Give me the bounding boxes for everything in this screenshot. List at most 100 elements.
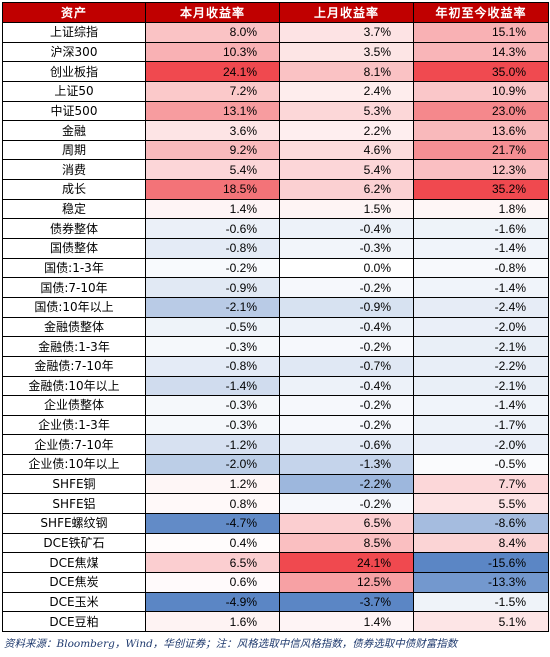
last-month-return-cell: 1.4% <box>279 611 414 632</box>
ytd-return-cell: 35.0% <box>413 61 549 82</box>
asset-name-cell: 上证综指 <box>2 22 146 43</box>
header-ytd: 年初至今收益率 <box>413 2 549 23</box>
asset-name-cell: 稳定 <box>2 198 146 220</box>
asset-name-cell: 上证50 <box>2 80 146 102</box>
ytd-return-cell: 5.5% <box>413 493 549 515</box>
last-month-return-cell: -1.3% <box>279 454 414 475</box>
ytd-return-cell: -1.4% <box>413 395 549 416</box>
asset-name-cell: 企业债整体 <box>2 395 146 416</box>
header-asset: 资产 <box>2 2 146 23</box>
ytd-return-cell: 35.2% <box>413 179 549 200</box>
last-month-return-cell: 6.5% <box>279 513 414 534</box>
last-month-return-cell: -0.2% <box>279 277 414 298</box>
table-row: DCE焦煤 6.5% 24.1% -15.6% <box>2 552 549 573</box>
table-row: 创业板指 24.1% 8.1% 35.0% <box>2 61 549 82</box>
this-month-return-cell: -0.9% <box>145 277 280 298</box>
source-footnote: 资料来源：Bloomberg，Wind，华创证券；注：风格选取中信风格指数，债券… <box>4 638 458 650</box>
ytd-return-cell: 23.0% <box>413 100 549 122</box>
table-row: 企业债:1-3年 -0.3% -0.2% -1.7% <box>2 414 549 436</box>
table-header-row: 资产 本月收益率 上月收益率 年初至今收益率 <box>2 2 549 23</box>
last-month-return-cell: 4.6% <box>279 139 414 161</box>
table-row: 金融 3.6% 2.2% 13.6% <box>2 120 549 141</box>
this-month-return-cell: -0.6% <box>145 218 280 240</box>
this-month-return-cell: 8.0% <box>145 22 280 43</box>
this-month-return-cell: 7.2% <box>145 80 280 102</box>
asset-returns-table: 资产 本月收益率 上月收益率 年初至今收益率 上证综指 8.0% 3.7% 15.1%… <box>2 2 549 632</box>
asset-name-cell: DCE焦炭 <box>2 571 146 593</box>
ytd-return-cell: 14.3% <box>413 41 549 63</box>
table-row: 沪深300 10.3% 3.5% 14.3% <box>2 41 549 63</box>
ytd-return-cell: 8.4% <box>413 532 549 554</box>
last-month-return-cell: -0.4% <box>279 316 414 338</box>
asset-name-cell: DCE铁矿石 <box>2 532 146 554</box>
asset-name-cell: 国债:1-3年 <box>2 257 146 279</box>
asset-name-cell: 国债:7-10年 <box>2 277 146 298</box>
last-month-return-cell: -0.6% <box>279 434 414 456</box>
ytd-return-cell: -15.6% <box>413 552 549 573</box>
ytd-return-cell: -2.1% <box>413 375 549 397</box>
ytd-return-cell: -0.8% <box>413 257 549 279</box>
ytd-return-cell: 12.3% <box>413 159 549 181</box>
this-month-return-cell: -1.4% <box>145 375 280 397</box>
this-month-return-cell: -0.2% <box>145 257 280 279</box>
this-month-return-cell: -0.3% <box>145 336 280 357</box>
asset-name-cell: 金融债整体 <box>2 316 146 338</box>
last-month-return-cell: -0.2% <box>279 414 414 436</box>
last-month-return-cell: -0.2% <box>279 395 414 416</box>
ytd-return-cell: -1.4% <box>413 238 549 259</box>
ytd-return-cell: 1.8% <box>413 198 549 220</box>
table-row: 中证500 13.1% 5.3% 23.0% <box>2 100 549 122</box>
table-row: 稳定 1.4% 1.5% 1.8% <box>2 198 549 220</box>
table-row: SHFE铜 1.2% -2.2% 7.7% <box>2 473 549 495</box>
ytd-return-cell: -2.2% <box>413 355 549 377</box>
table-row: DCE豆粕 1.6% 1.4% 5.1% <box>2 611 549 632</box>
ytd-return-cell: -2.0% <box>413 316 549 338</box>
this-month-return-cell: -4.7% <box>145 513 280 534</box>
this-month-return-cell: -0.3% <box>145 395 280 416</box>
ytd-return-cell: -1.4% <box>413 277 549 298</box>
last-month-return-cell: 6.2% <box>279 179 414 200</box>
table-row: 国债:1-3年 -0.2% 0.0% -0.8% <box>2 257 549 279</box>
table-row: 周期 9.2% 4.6% 21.7% <box>2 139 549 161</box>
asset-name-cell: 企业债:7-10年 <box>2 434 146 456</box>
this-month-return-cell: -2.0% <box>145 454 280 475</box>
ytd-return-cell: -0.5% <box>413 454 549 475</box>
this-month-return-cell: 3.6% <box>145 120 280 141</box>
this-month-return-cell: 10.3% <box>145 41 280 63</box>
ytd-return-cell: -1.6% <box>413 218 549 240</box>
this-month-return-cell: -0.8% <box>145 355 280 377</box>
last-month-return-cell: 3.7% <box>279 22 414 43</box>
this-month-return-cell: -1.2% <box>145 434 280 456</box>
asset-name-cell: SHFE铝 <box>2 493 146 515</box>
asset-name-cell: 金融债:1-3年 <box>2 336 146 357</box>
last-month-return-cell: -0.2% <box>279 336 414 357</box>
asset-name-cell: 创业板指 <box>2 61 146 82</box>
asset-name-cell: DCE豆粕 <box>2 611 146 632</box>
table-row: 国债整体 -0.8% -0.3% -1.4% <box>2 238 549 259</box>
this-month-return-cell: -2.1% <box>145 296 280 318</box>
table-row: DCE玉米 -4.9% -3.7% -1.5% <box>2 591 549 613</box>
table-row: 金融债:10年以上 -1.4% -0.4% -2.1% <box>2 375 549 397</box>
last-month-return-cell: 8.1% <box>279 61 414 82</box>
asset-name-cell: 国债:10年以上 <box>2 296 146 318</box>
asset-name-cell: DCE焦煤 <box>2 552 146 573</box>
asset-name-cell: 国债整体 <box>2 238 146 259</box>
ytd-return-cell: 15.1% <box>413 22 549 43</box>
last-month-return-cell: 5.3% <box>279 100 414 122</box>
last-month-return-cell: 2.2% <box>279 120 414 141</box>
ytd-return-cell: -1.7% <box>413 414 549 436</box>
table-row: 企业债:10年以上 -2.0% -1.3% -0.5% <box>2 454 549 475</box>
last-month-return-cell: -2.2% <box>279 473 414 495</box>
this-month-return-cell: 18.5% <box>145 179 280 200</box>
table-row: SHFE铝 0.8% -0.2% 5.5% <box>2 493 549 515</box>
this-month-return-cell: 0.4% <box>145 532 280 554</box>
asset-name-cell: 企业债:10年以上 <box>2 454 146 475</box>
last-month-return-cell: -0.9% <box>279 296 414 318</box>
this-month-return-cell: 0.6% <box>145 571 280 593</box>
table-row: DCE铁矿石 0.4% 8.5% 8.4% <box>2 532 549 554</box>
asset-name-cell: 金融债:7-10年 <box>2 355 146 377</box>
header-this-month: 本月收益率 <box>145 2 280 23</box>
asset-name-cell: DCE玉米 <box>2 591 146 613</box>
this-month-return-cell: 13.1% <box>145 100 280 122</box>
